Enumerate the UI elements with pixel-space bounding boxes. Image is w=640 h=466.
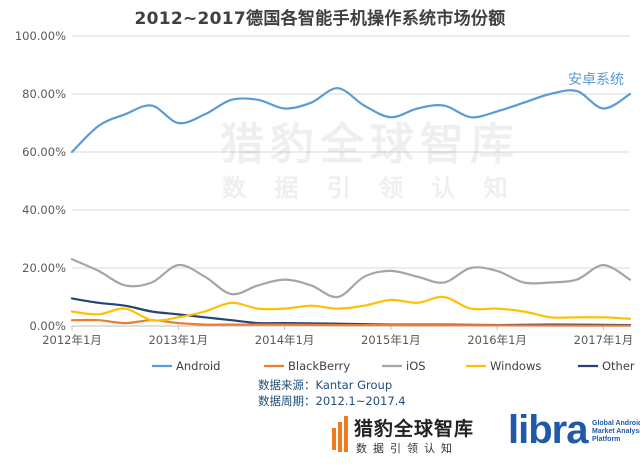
legend-label-blackberry: BlackBerry xyxy=(288,359,350,373)
libra-tagline: Global Android Market Analysis Platform xyxy=(592,420,640,443)
x-tick-label: 2016年1月 xyxy=(467,333,527,347)
brand-slogan: 数据引领认知 xyxy=(356,442,458,455)
x-tick-label: 2013年1月 xyxy=(148,333,208,347)
series-line-ios xyxy=(70,258,632,299)
watermark-subtext: 数 据 引 领 认 知 xyxy=(222,174,518,202)
y-tick-label: 0.00% xyxy=(29,319,66,333)
legend-label-other: Other xyxy=(602,359,635,373)
x-tick-label: 2012年1月 xyxy=(42,333,102,347)
x-tick-label: 2015年1月 xyxy=(361,333,421,347)
chart-title: 2012~2017德国各智能手机操作系统市场份额 xyxy=(134,9,506,29)
y-tick-label: 80.00% xyxy=(22,87,66,101)
libra-logo: libra xyxy=(508,408,588,452)
legend-label-ios: iOS xyxy=(406,359,426,373)
leopard-logo-icon xyxy=(332,416,348,452)
y-tick-label: 20.00% xyxy=(22,261,66,275)
data-period: 数据周期：2012.1~2017.4 xyxy=(258,394,406,408)
series-line-windows xyxy=(70,295,632,322)
legend-label-windows: Windows xyxy=(490,359,541,373)
x-tick-label: 2017年1月 xyxy=(574,333,634,347)
watermark-text: 猎豹全球智库 xyxy=(220,119,520,170)
brand-name: 猎豹全球智库 xyxy=(354,418,475,440)
data-source: 数据来源：Kantar Group xyxy=(258,378,393,392)
footer-logos: 猎豹全球智库 数据引领认知 libra Global Android Marke… xyxy=(330,408,640,462)
series-line-android xyxy=(70,87,632,154)
legend-label-android: Android xyxy=(176,359,220,373)
series-line-blackberry xyxy=(70,318,632,327)
y-tick-label: 100.00% xyxy=(15,29,66,43)
y-tick-label: 60.00% xyxy=(22,145,66,159)
y-tick-label: 40.00% xyxy=(22,203,66,217)
x-tick-label: 2014年1月 xyxy=(255,333,315,347)
android-annotation: 安卓系统 xyxy=(568,72,624,88)
